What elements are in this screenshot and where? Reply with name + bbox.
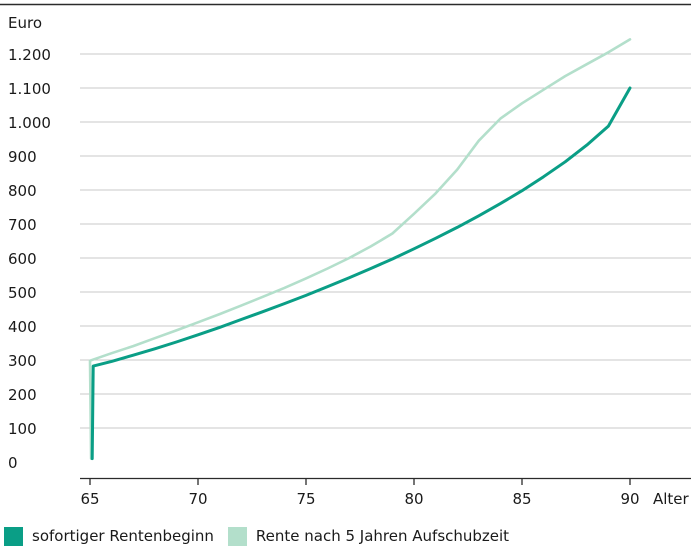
x-tick-label: 85 <box>512 490 531 508</box>
x-tick-label: 65 <box>80 490 99 508</box>
y-tick-label: 500 <box>8 284 37 302</box>
legend: sofortiger Rentenbeginn Rente nach 5 Jah… <box>4 525 523 547</box>
x-tick-label: 80 <box>404 490 423 508</box>
x-axis-tick-labels: 65 70 75 80 85 90 <box>80 490 639 508</box>
y-axis-tick-labels: 0 100 200 300 400 500 600 700 800 900 1.000 1.100 1.… <box>8 46 51 472</box>
x-axis <box>80 477 691 485</box>
y-tick-label: 1.000 <box>8 114 51 132</box>
legend-swatch-series-2 <box>227 526 247 546</box>
legend-label-series-2: Rente nach 5 Jahren Aufschubzeit <box>255 527 510 545</box>
y-tick-label: 200 <box>8 386 37 404</box>
grid-lines <box>80 53 691 429</box>
y-tick-label: 1.100 <box>8 80 51 98</box>
y-tick-label: 800 <box>8 182 37 200</box>
y-tick-label: 600 <box>8 250 37 268</box>
series-line-2 <box>88 38 632 460</box>
y-tick-label: 300 <box>8 352 37 370</box>
y-axis-label: Euro <box>8 14 42 32</box>
legend-item-series-2: Rente nach 5 Jahren Aufschubzeit <box>227 526 510 546</box>
legend-label-series-1: sofortiger Rentenbeginn <box>32 527 214 545</box>
y-tick-label: 400 <box>8 318 37 336</box>
y-tick-label: 100 <box>8 420 37 438</box>
legend-swatch-series-1 <box>4 526 23 546</box>
x-axis-label: Alter <box>653 490 690 508</box>
x-tick-label: 70 <box>188 490 207 508</box>
series-lines <box>88 38 632 461</box>
line-chart: 0 100 200 300 400 500 600 700 800 900 1.000 1.100 1.… <box>0 3 691 508</box>
y-tick-label: 900 <box>8 148 37 166</box>
y-tick-label: 700 <box>8 216 37 234</box>
series-line-1 <box>90 86 632 461</box>
x-tick-label: 90 <box>620 490 639 508</box>
x-tick-label: 75 <box>296 490 315 508</box>
y-tick-label: 1.200 <box>8 46 51 64</box>
y-tick-label: 0 <box>8 454 18 472</box>
legend-item-series-1: sofortiger Rentenbeginn <box>4 526 214 546</box>
